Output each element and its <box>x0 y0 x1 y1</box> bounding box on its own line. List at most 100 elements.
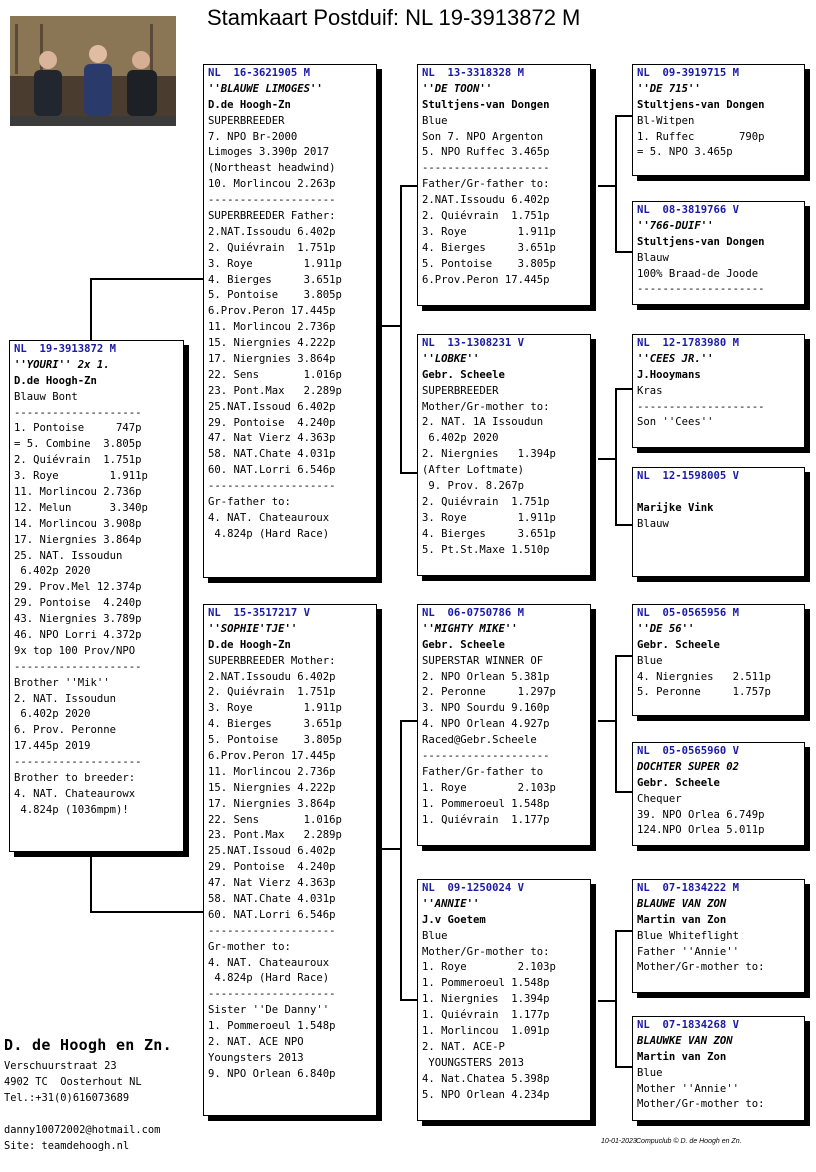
pigeon-name: ''DE TOON'' <box>422 82 493 95</box>
pedigree-line: 2. NPO Orlean 5.381p <box>422 670 550 683</box>
pedigree-line: = 5. Combine 3.805p <box>14 438 142 451</box>
pedigree-line: 2. Quiévrain 1.751p <box>208 686 336 699</box>
pedigree-line: 5. Pt.St.Maxe 1.510p <box>422 543 550 556</box>
connector <box>615 115 617 252</box>
owner-name: D.de Hoogh-Zn <box>14 374 97 387</box>
pedigree-line: 6.402p 2020 <box>14 565 91 578</box>
pedigree-line: 100% Braad-de Joode <box>637 267 759 280</box>
pedigree-line: 5. NPO Orlean 4.234p <box>422 1088 550 1101</box>
pedigree-line: Brother ''Mik'' <box>14 676 110 689</box>
pedigree-line: 22. Sens 1.016p <box>208 368 342 381</box>
connector <box>615 655 632 657</box>
pigeon-name: BLAUWKE VAN ZON <box>637 1034 733 1047</box>
pedigree-line: 2. Quiévrain 1.751p <box>422 210 550 223</box>
pedigree-line: 17.445p 2019 <box>14 740 91 753</box>
pedigree-line: Youngsters 2013 <box>208 1051 304 1064</box>
pedigree-line: Blue <box>637 1066 663 1079</box>
ring-number: NL 05-0565960 V <box>637 745 740 757</box>
pedigree-line: 10. Morlincou 2.263p <box>208 178 336 191</box>
pedigree-line: 9. NPO Orlean 6.840p <box>208 1067 336 1080</box>
ring-number: NL 05-0565956 M <box>637 607 740 619</box>
pedigree-line: 3. Roye 1.911p <box>422 511 556 524</box>
pigeon-name: ''BLAUWE LIMOGES'' <box>208 82 323 95</box>
pedigree-line: 47. Nat Vierz 4.363p <box>208 432 336 445</box>
connector <box>400 999 417 1001</box>
breeder-address-city: 4902 TC Oosterhout NL <box>4 1076 142 1088</box>
pigeon-name: ''LOBKE'' <box>422 352 480 365</box>
paternal-grandsire-card[interactable]: NL 13-3318328 M ''DE TOON'' Stultjens-van … <box>417 64 591 306</box>
pedigree-line: 15. Niergnies 4.222p <box>208 337 336 350</box>
pedigree-line: 25. NAT. Issoudun <box>14 549 123 562</box>
owner-name: Gebr. Scheele <box>637 638 720 651</box>
pedigree-line: 4. Niergnies 2.511p <box>637 670 771 683</box>
dam-card[interactable]: NL 15-3517217 V ''SOPHIE'TJE'' D.de Hoogh-… <box>203 604 377 1116</box>
breeder-site[interactable]: Site: teamdehoogh.nl <box>4 1140 130 1152</box>
pedigree-line: 39. NPO Orlea 6.749p <box>637 808 765 821</box>
breeder-email[interactable]: danny10072002@hotmail.com <box>4 1124 161 1136</box>
connector <box>598 458 616 460</box>
breeder-name: D. de Hoogh en Zn. <box>4 1036 172 1054</box>
pedigree-line: 5. NPO Ruffec 3.465p <box>422 146 550 159</box>
pedigree-line: Father ''Annie'' <box>637 945 740 958</box>
pedigree-line: Blue <box>637 654 663 667</box>
connector <box>400 720 417 722</box>
pedigree-line: Blauw <box>637 251 669 264</box>
pedigree-line: 2. Peronne 1.297p <box>422 686 556 699</box>
maternal-granddam-card[interactable]: NL 09-1250024 V ''ANNIE'' J.v Goetem Blue Mo… <box>417 879 591 1121</box>
pedigree-line: -------------------- <box>14 756 142 769</box>
pedigree-line: 4. Bierges 3.651p <box>422 241 556 254</box>
connector <box>90 852 92 912</box>
ggparent-card-3[interactable]: NL 12-1783980 M ''CEES JR.'' J.Hooymans Kra… <box>632 334 805 448</box>
pedigree-line: 5. Pontoise 3.805p <box>422 257 556 270</box>
maternal-grandsire-card[interactable]: NL 06-0750786 M ''MIGHTY MIKE'' Gebr. Sche… <box>417 604 591 846</box>
pedigree-line: 2.NAT.Issoudu 6.402p <box>208 225 336 238</box>
pedigree-line: -------------------- <box>208 924 336 937</box>
pedigree-line: Mother ''Annie'' <box>637 1082 740 1095</box>
pedigree-line: 6.402p 2020 <box>14 708 91 721</box>
ggparent-card-6[interactable]: NL 05-0565960 V DOCHTER SUPER 02 Gebr. Sch… <box>632 742 805 846</box>
pedigree-line: SUPERBREEDER Mother: <box>208 654 336 667</box>
sire-card[interactable]: NL 16-3621905 M ''BLAUWE LIMOGES'' D.de Ho… <box>203 64 377 578</box>
connector <box>90 278 92 340</box>
pedigree-line: 2. NAT. ACE NPO <box>208 1036 304 1049</box>
pedigree-line: 124.NPO Orlea 5.011p <box>637 824 765 837</box>
pedigree-line: 29. Prov.Mel 12.374p <box>14 581 142 594</box>
pedigree-line: 1. Pommeroeul 1.548p <box>422 797 550 810</box>
pedigree-line: 1. Ruffec 790p <box>637 130 765 143</box>
ggparent-card-7[interactable]: NL 07-1834222 M BLAUWE VAN ZON Martin van … <box>632 879 805 993</box>
pedigree-line: 1. Pontoise 747p <box>14 422 142 435</box>
ggparent-card-2[interactable]: NL 08-3819766 V ''766-DUIF'' Stultjens-van… <box>632 201 805 305</box>
pedigree-line: 15. Niergnies 4.222p <box>208 781 336 794</box>
pedigree-line: 6.402p 2020 <box>422 432 499 445</box>
pedigree-line: -------------------- <box>14 406 142 419</box>
pedigree-line: 29. Pontoise 4.240p <box>208 861 336 874</box>
pedigree-line: 3. Roye 1.911p <box>208 257 342 270</box>
pedigree-line: 2.NAT.Issoudu 6.402p <box>208 670 336 683</box>
ggparent-card-4[interactable]: NL 12-1598005 V Marijke Vink Blauw <box>632 467 805 577</box>
ggparent-card-1[interactable]: NL 09-3919715 M ''DE 715'' Stultjens-van D… <box>632 64 805 176</box>
pigeon-name <box>637 485 804 501</box>
paternal-granddam-card[interactable]: NL 13-1308231 V ''LOBKE'' Gebr. Scheele SUP… <box>417 334 591 576</box>
pedigree-line: 9. Prov. 8.267p <box>422 480 525 493</box>
pedigree-line: 17. Niergnies 3.864p <box>208 353 336 366</box>
pedigree-line: 4. Bierges 3.651p <box>208 273 342 286</box>
pedigree-line: 4. Nat.Chatea 5.398p <box>422 1072 550 1085</box>
pigeon-name: BLAUWE VAN ZON <box>637 897 727 910</box>
ggparent-card-5[interactable]: NL 05-0565956 M ''DE 56'' Gebr. Scheele Blu… <box>632 604 805 716</box>
owner-name: Marijke Vink <box>637 501 714 514</box>
footer-credit: Compuclub © D. de Hoogh en Zn. <box>636 1138 742 1145</box>
pedigree-line: 4. NPO Orlean 4.927p <box>422 718 550 731</box>
pedigree-line: 43. Niergnies 3.789p <box>14 613 142 626</box>
pedigree-line: Gr-mother to: <box>208 940 291 953</box>
subject-pigeon-card[interactable]: NL 19-3913872 M ''YOURI'' 2x 1. D.de Hoogh… <box>9 340 184 852</box>
connector <box>377 325 401 327</box>
pigeon-name: ''DE 56'' <box>637 622 695 635</box>
ring-number: NL 13-1308231 V <box>422 337 525 349</box>
connector <box>377 848 401 850</box>
pedigree-line: 1. Pommeroeul 1.548p <box>422 977 550 990</box>
ring-number: NL 16-3621905 M <box>208 67 311 79</box>
pedigree-line: 2. NAT. 1A Issoudun <box>422 416 544 429</box>
pedigree-line: Limoges 3.390p 2017 <box>208 146 330 159</box>
pedigree-line: 60. NAT.Lorri 6.546p <box>208 908 336 921</box>
ggparent-card-8[interactable]: NL 07-1834268 V BLAUWKE VAN ZON Martin van… <box>632 1016 805 1121</box>
